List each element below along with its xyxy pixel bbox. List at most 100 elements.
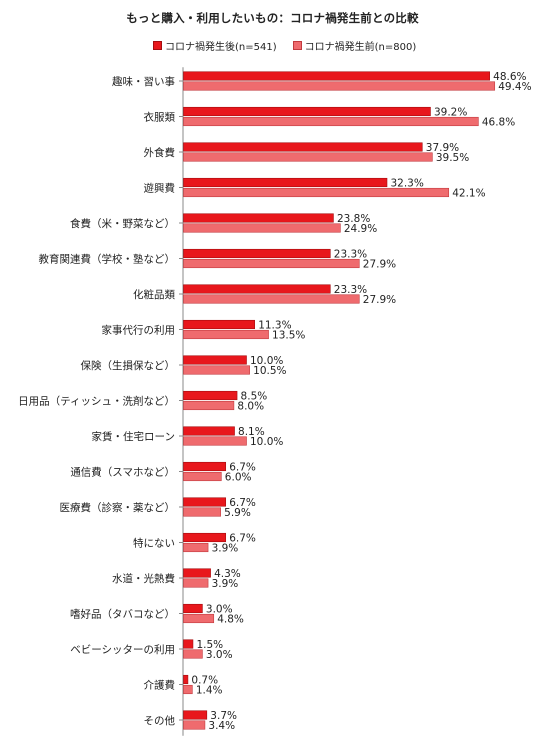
legend: コロナ禍発生後(n=541) コロナ禍発生前(n=800): [153, 38, 416, 53]
bar-before: [183, 223, 341, 233]
bar-after: [183, 284, 331, 294]
value-label-before: 27.9%: [363, 294, 396, 306]
bar-after: [183, 710, 208, 720]
category-label: ベビーシッターの利用: [70, 644, 175, 656]
bar-before: [183, 116, 479, 127]
bar-after: [183, 568, 211, 578]
category-label: 介護費: [144, 679, 176, 692]
value-label-before: 8.0%: [237, 400, 264, 412]
legend-label-before: コロナ禍発生前(n=800): [304, 42, 417, 53]
value-label-after: 11.3%: [258, 319, 291, 331]
bar-before: [183, 187, 450, 198]
bar-before: [183, 684, 193, 695]
value-label-after: 6.7%: [229, 532, 256, 544]
value-label-after: 8.1%: [238, 426, 265, 438]
value-label-after: 37.9%: [426, 142, 459, 154]
bar-after: [183, 426, 235, 436]
category-label: 化粧品類: [133, 288, 175, 301]
value-label-after: 3.7%: [210, 710, 237, 722]
value-label-after: 23.3%: [334, 248, 367, 260]
legend-swatch-after: [153, 41, 162, 50]
bar-before: [183, 152, 433, 162]
category-label: 遊興費: [144, 182, 176, 195]
value-label-before: 1.4%: [196, 684, 223, 696]
value-label-before: 24.9%: [344, 223, 377, 235]
value-label-before: 3.9%: [212, 578, 239, 590]
value-label-before: 3.9%: [212, 542, 239, 554]
category-label: 保険（生損保など）: [81, 359, 176, 372]
bar-after: [183, 213, 334, 223]
value-label-before: 4.8%: [217, 613, 244, 625]
category-label: 趣味・習い事: [112, 75, 175, 88]
value-label-before: 5.9%: [224, 507, 251, 519]
value-label-before: 46.8%: [482, 116, 515, 128]
category-label: 医療費（診察・薬など）: [60, 501, 176, 514]
value-label-after: 23.3%: [334, 284, 367, 296]
bar-after: [183, 142, 423, 152]
category-label: 特にない: [133, 538, 175, 550]
value-label-before: 6.0%: [225, 471, 252, 483]
category-label: 通信費（スマホなど）: [70, 466, 175, 479]
value-label-after: 8.5%: [241, 390, 268, 402]
value-label-after: 39.2%: [434, 106, 467, 118]
bar-after: [183, 603, 203, 614]
legend-item-before: コロナ禍発生前(n=800): [292, 38, 417, 53]
value-label-before: 49.4%: [498, 81, 531, 93]
bar-before: [183, 471, 222, 482]
value-label-after: 6.7%: [229, 497, 256, 509]
bar-before: [183, 258, 360, 269]
legend-item-after: コロナ禍発生後(n=541): [153, 38, 277, 53]
value-label-after: 23.8%: [337, 213, 370, 225]
value-label-after: 3.0%: [206, 603, 233, 615]
category-label: 外食費: [144, 146, 176, 159]
value-label-before: 3.4%: [208, 720, 235, 732]
value-label-after: 6.7%: [229, 461, 256, 473]
chart-title: もっと購入・利用したいもの：コロナ禍発生前との比較: [126, 11, 419, 25]
value-label-after: 4.3%: [214, 568, 241, 580]
value-label-after: 32.3%: [390, 177, 423, 189]
value-label-after: 48.6%: [493, 71, 526, 83]
value-label-after: 0.7%: [191, 674, 218, 686]
bar-after: [183, 248, 331, 259]
category-label: 家賃・住宅ローン: [92, 430, 175, 443]
value-label-after: 1.5%: [196, 639, 223, 651]
bar-before: [183, 81, 496, 91]
bar-after: [183, 177, 388, 188]
bar-after: [183, 355, 247, 365]
bar-before: [183, 507, 221, 517]
value-label-before: 10.5%: [253, 365, 286, 377]
category-label: 衣服類: [144, 111, 176, 124]
bar-before: [183, 613, 215, 624]
category-label: 嗜好品（タバコなど）: [70, 609, 175, 621]
bar-before: [183, 294, 360, 304]
value-label-before: 39.5%: [436, 152, 469, 164]
bar-after: [183, 674, 189, 685]
value-label-before: 42.1%: [452, 187, 485, 199]
category-label: 食費（米・野菜など）: [70, 217, 175, 230]
legend-label-after: コロナ禍発生後(n=541): [165, 42, 277, 53]
value-label-before: 3.0%: [206, 649, 233, 661]
bar-before: [183, 365, 250, 375]
value-label-before: 13.5%: [272, 329, 305, 341]
category-label: 水道・光熱費: [112, 572, 175, 585]
bar-after: [183, 106, 431, 117]
bar-after: [183, 532, 227, 543]
bar-before: [183, 542, 209, 553]
bar-after: [183, 71, 490, 81]
bar-after: [183, 319, 255, 330]
value-label-after: 10.0%: [250, 355, 283, 367]
bar-before: [183, 436, 247, 446]
bar-before: [183, 720, 206, 730]
bar-after: [183, 497, 227, 507]
bar-after: [183, 639, 194, 649]
bar-before: [183, 578, 209, 588]
legend-swatch-before: [292, 41, 302, 50]
value-label-before: 10.0%: [250, 436, 283, 448]
category-label: 教育関連費（学校・塾など）: [39, 253, 176, 266]
category-label: その他: [144, 714, 176, 727]
category-label: 家事代行の利用: [102, 324, 176, 337]
bar-before: [183, 329, 269, 340]
bar-before: [183, 400, 235, 411]
bar-after: [183, 461, 227, 472]
